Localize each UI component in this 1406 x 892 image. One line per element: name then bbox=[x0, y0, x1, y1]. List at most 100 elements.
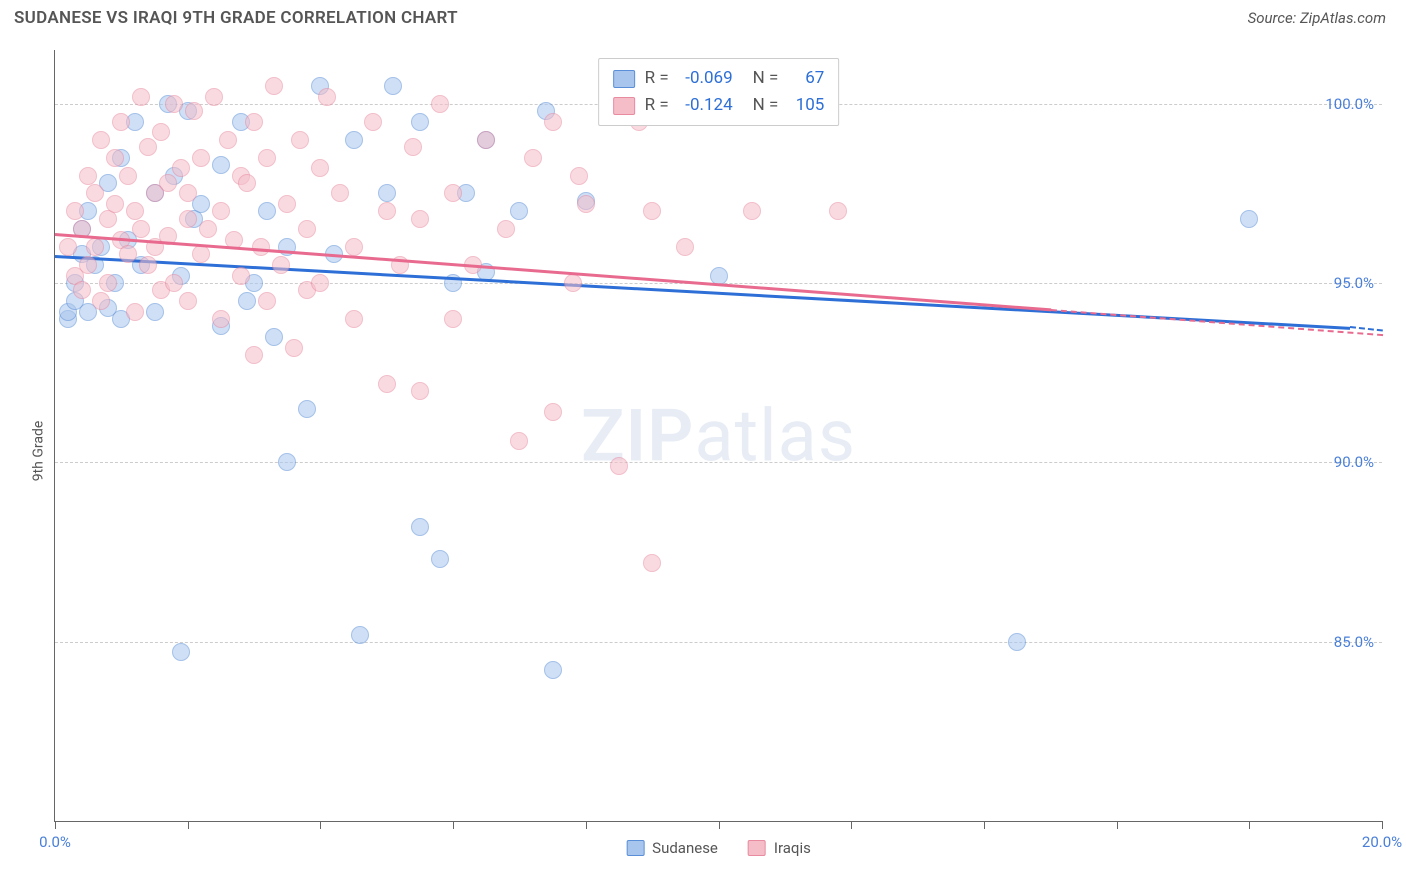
data-point bbox=[92, 292, 110, 310]
data-point bbox=[126, 303, 144, 321]
legend-item: Sudanese bbox=[626, 839, 718, 857]
data-point bbox=[179, 292, 197, 310]
data-point bbox=[106, 149, 124, 167]
data-point bbox=[106, 195, 124, 213]
data-point bbox=[444, 310, 462, 328]
data-point bbox=[570, 167, 588, 185]
data-point bbox=[258, 149, 276, 167]
data-point bbox=[119, 245, 137, 263]
data-point bbox=[351, 626, 369, 644]
data-point bbox=[364, 113, 382, 131]
chart-title: SUDANESE VS IRAQI 9TH GRADE CORRELATION … bbox=[14, 8, 458, 28]
data-point bbox=[185, 102, 203, 120]
data-point bbox=[345, 310, 363, 328]
data-point bbox=[431, 95, 449, 113]
data-point bbox=[311, 159, 329, 177]
data-point bbox=[411, 113, 429, 131]
data-point bbox=[258, 202, 276, 220]
data-point bbox=[311, 274, 329, 292]
data-point bbox=[345, 238, 363, 256]
data-point bbox=[378, 184, 396, 202]
data-point bbox=[172, 159, 190, 177]
data-point bbox=[59, 238, 77, 256]
data-point bbox=[404, 138, 422, 156]
data-point bbox=[272, 256, 290, 274]
data-point bbox=[245, 113, 263, 131]
data-point bbox=[132, 220, 150, 238]
data-point bbox=[172, 643, 190, 661]
data-point bbox=[179, 210, 197, 228]
legend-r-value: -0.069 bbox=[679, 65, 733, 92]
x-tick bbox=[188, 821, 189, 829]
data-point bbox=[643, 202, 661, 220]
correlation-legend: R = -0.069 N = 67R = -0.124 N = 105 bbox=[598, 58, 840, 126]
data-point bbox=[577, 195, 595, 213]
data-point bbox=[676, 238, 694, 256]
legend-n-label: N = bbox=[753, 65, 779, 92]
legend-label: Sudanese bbox=[652, 839, 718, 857]
data-point bbox=[524, 149, 542, 167]
legend-n-label: N = bbox=[753, 92, 779, 119]
legend-n-value: 67 bbox=[788, 65, 824, 92]
legend-r-value: -0.124 bbox=[679, 92, 733, 119]
data-point bbox=[199, 220, 217, 238]
data-point bbox=[165, 274, 183, 292]
plot-area: ZIPatlas 85.0%90.0%95.0%100.0%0.0%20.0%R… bbox=[54, 50, 1382, 822]
data-point bbox=[411, 382, 429, 400]
x-tick bbox=[55, 821, 56, 829]
data-point bbox=[219, 131, 237, 149]
data-point bbox=[1008, 633, 1026, 651]
y-tick-label: 90.0% bbox=[1334, 453, 1374, 471]
data-point bbox=[298, 400, 316, 418]
legend-r-label: R = bbox=[645, 92, 669, 119]
legend-row: R = -0.124 N = 105 bbox=[613, 92, 825, 119]
data-point bbox=[192, 245, 210, 263]
data-point bbox=[192, 149, 210, 167]
data-point bbox=[610, 457, 628, 475]
data-point bbox=[378, 202, 396, 220]
data-point bbox=[139, 256, 157, 274]
data-point bbox=[179, 184, 197, 202]
data-point bbox=[265, 77, 283, 95]
gridline bbox=[55, 462, 1382, 463]
data-point bbox=[278, 453, 296, 471]
series-legend: SudaneseIraqis bbox=[626, 839, 811, 857]
data-point bbox=[139, 138, 157, 156]
chart-container: 9th Grade ZIPatlas 85.0%90.0%95.0%100.0%… bbox=[14, 40, 1392, 862]
gridline bbox=[55, 642, 1382, 643]
data-point bbox=[265, 328, 283, 346]
data-point bbox=[232, 267, 250, 285]
data-point bbox=[829, 202, 847, 220]
x-tick-label: 0.0% bbox=[39, 833, 71, 851]
trend-line bbox=[1051, 309, 1383, 336]
data-point bbox=[643, 554, 661, 572]
data-point bbox=[79, 167, 97, 185]
data-point bbox=[126, 202, 144, 220]
data-point bbox=[743, 202, 761, 220]
data-point bbox=[79, 256, 97, 274]
legend-swatch bbox=[613, 97, 635, 115]
legend-n-value: 105 bbox=[788, 92, 824, 119]
data-point bbox=[238, 292, 256, 310]
data-point bbox=[331, 184, 349, 202]
x-tick-label: 20.0% bbox=[1362, 833, 1402, 851]
x-tick bbox=[1117, 821, 1118, 829]
data-point bbox=[411, 518, 429, 536]
data-point bbox=[112, 113, 130, 131]
data-point bbox=[86, 238, 104, 256]
x-tick bbox=[719, 821, 720, 829]
data-point bbox=[510, 432, 528, 450]
data-point bbox=[564, 274, 582, 292]
data-point bbox=[205, 88, 223, 106]
data-point bbox=[245, 346, 263, 364]
x-tick bbox=[1382, 821, 1383, 829]
data-point bbox=[278, 195, 296, 213]
data-point bbox=[345, 131, 363, 149]
data-point bbox=[544, 661, 562, 679]
chart-header: SUDANESE VS IRAQI 9TH GRADE CORRELATION … bbox=[0, 0, 1406, 32]
legend-row: R =-0.069N =67 bbox=[613, 65, 825, 92]
data-point bbox=[411, 210, 429, 228]
y-tick-label: 95.0% bbox=[1334, 274, 1374, 292]
data-point bbox=[212, 156, 230, 174]
data-point bbox=[544, 403, 562, 421]
